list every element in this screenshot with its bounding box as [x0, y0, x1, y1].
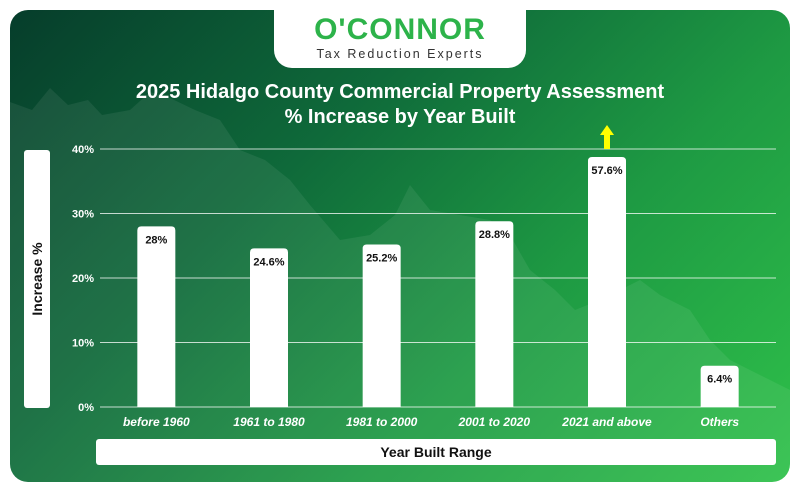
bar — [588, 157, 626, 407]
overflow-up-arrow-icon — [600, 125, 614, 149]
y-axis-label-box — [24, 150, 50, 408]
chart-title-line-1: 2025 Hidalgo County Commercial Property … — [135, 81, 665, 103]
logo-wordmark: O'CONNOR — [314, 13, 486, 46]
x-tick-label: 2001 to 2020 — [458, 415, 531, 429]
logo-tab: O'CONNOR Tax Reduction Experts — [274, 10, 526, 68]
x-tick-label: 1981 to 2000 — [346, 415, 418, 429]
chart-title-line-2: % Increase by Year Built — [284, 106, 516, 128]
chart-title: 2025 Hidalgo County Commercial Property … — [70, 80, 730, 130]
bar — [250, 248, 288, 407]
bar — [700, 365, 739, 407]
bar-value-label: 57.6% — [591, 165, 622, 177]
y-tick-label: 40% — [72, 144, 94, 156]
y-tick-label: 0% — [78, 402, 94, 414]
bar-value-label: 28% — [145, 234, 167, 246]
y-tick-label: 30% — [72, 209, 94, 221]
bar-value-label: 25.2% — [366, 252, 397, 264]
x-tick-label: Others — [700, 415, 739, 429]
x-tick-label: 2021 and above — [561, 415, 652, 429]
bar — [137, 226, 176, 407]
bar-value-label: 6.4% — [707, 374, 732, 386]
chart-card: O'CONNOR Tax Reduction Experts 2025 Hida… — [10, 10, 790, 482]
x-tick-label: before 1960 — [123, 415, 190, 429]
x-tick-label: 1961 to 1980 — [233, 415, 305, 429]
bar-value-label: 24.6% — [253, 256, 284, 268]
bar-value-label: 28.8% — [479, 229, 510, 241]
x-axis-label: Year Built Range — [96, 439, 776, 465]
bar — [475, 221, 514, 407]
y-tick-label: 10% — [72, 338, 94, 350]
bar-chart: 0% 10% 20% 30% 40% 28% before 1960 24.6% 1961 to… — [72, 125, 776, 429]
logo-tagline: Tax Reduction Experts — [316, 47, 484, 61]
bar — [362, 244, 401, 407]
y-tick-label: 20% — [72, 273, 94, 285]
